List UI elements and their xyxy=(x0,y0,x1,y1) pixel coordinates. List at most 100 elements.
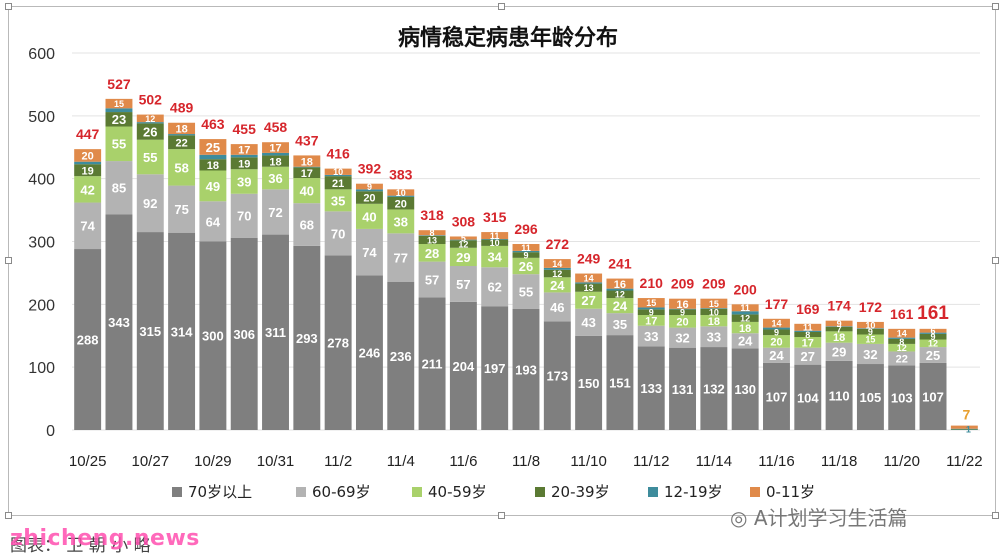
bar-segment xyxy=(543,321,571,430)
bar-stack xyxy=(512,244,540,430)
bar-segment xyxy=(763,329,790,336)
segment-label: 18 xyxy=(269,156,281,168)
bar-segment xyxy=(919,332,947,334)
resize-handle[interactable] xyxy=(5,257,12,264)
resize-handle[interactable] xyxy=(5,3,12,10)
watermark-site: zhicheng.news xyxy=(10,526,200,551)
segment-label: 151 xyxy=(609,376,631,391)
segment-label: 39 xyxy=(237,174,251,189)
segment-label: 132 xyxy=(703,381,725,396)
bar-stack xyxy=(324,168,352,430)
legend-item[interactable]: 60-69岁 xyxy=(296,483,371,501)
segment-label: 14 xyxy=(771,319,781,329)
resize-handle[interactable] xyxy=(992,257,999,264)
legend-item[interactable]: 0-11岁 xyxy=(750,483,815,501)
segment-label: 24 xyxy=(769,348,784,363)
bar-segment xyxy=(324,168,352,175)
bar-stack xyxy=(763,318,790,430)
bar-segment xyxy=(324,189,352,212)
segment-label: 55 xyxy=(112,137,126,152)
segment-label: 24 xyxy=(613,299,628,314)
bar-segment xyxy=(637,309,665,316)
total-label: 7 xyxy=(962,407,970,423)
bar-segment xyxy=(606,288,634,291)
segment-label: 32 xyxy=(863,347,877,362)
bar-segment xyxy=(418,244,446,262)
segment-label: 133 xyxy=(640,381,662,396)
bar-segment xyxy=(355,228,383,276)
bar-stack xyxy=(950,425,978,430)
x-tick-label: 11/20 xyxy=(884,453,920,470)
bar-segment xyxy=(919,328,947,333)
resize-handle[interactable] xyxy=(992,3,999,10)
segment-label: 278 xyxy=(327,336,349,351)
total-label: 200 xyxy=(733,281,757,297)
bar-segment xyxy=(449,266,477,302)
segment-label: 23 xyxy=(112,112,126,127)
total-label: 174 xyxy=(827,298,851,314)
bar-segment xyxy=(856,334,884,344)
x-tick-label: 11/22 xyxy=(946,453,982,470)
segment-label: 315 xyxy=(139,324,161,339)
segment-label: 16 xyxy=(676,299,688,311)
bar-segment xyxy=(324,211,352,256)
resize-handle[interactable] xyxy=(5,512,12,519)
segment-label: 105 xyxy=(860,390,882,405)
bar-stack xyxy=(575,273,603,430)
bar-segment xyxy=(199,139,227,155)
bar-segment xyxy=(168,122,196,135)
bar-segment xyxy=(293,203,321,246)
segment-label: 27 xyxy=(801,349,815,364)
segment-label: 16 xyxy=(614,279,626,291)
legend-item[interactable]: 70岁以上 xyxy=(172,483,252,501)
x-tick-label: 11/14 xyxy=(696,453,732,470)
bar-segment xyxy=(199,154,227,160)
bar-segment xyxy=(919,347,947,363)
segment-label: 49 xyxy=(206,179,220,194)
segment-label: 150 xyxy=(578,376,600,391)
bar-segment xyxy=(481,232,509,239)
bar-segment xyxy=(168,185,196,233)
watermark-wechat: ◎ A计划学习生活篇 xyxy=(730,502,908,531)
bar-stack xyxy=(230,144,258,430)
bar-segment xyxy=(230,144,258,155)
bar-segment xyxy=(763,362,790,430)
legend: 70岁以上 60-69岁 40-59岁 20-39岁 12-19岁 0-11岁 xyxy=(172,483,815,501)
segment-label: 15 xyxy=(114,99,124,109)
segment-label: 103 xyxy=(891,391,913,406)
total-label: 383 xyxy=(389,166,413,182)
chart-title: 病情稳定病患年龄分布 xyxy=(398,25,618,51)
segment-label: 10 xyxy=(490,238,500,248)
bar-segment xyxy=(606,290,634,299)
segment-label: 55 xyxy=(519,284,533,299)
bar-segment xyxy=(700,308,728,309)
bar-segment xyxy=(606,298,634,314)
x-tick-label: 11/10 xyxy=(570,453,606,470)
legend-item[interactable]: 20-39岁 xyxy=(535,483,610,501)
bar-segment xyxy=(293,155,321,167)
bar-segment xyxy=(637,346,665,430)
segment-label: 300 xyxy=(202,329,224,344)
bar-stack xyxy=(637,298,665,430)
y-tick-label: 600 xyxy=(28,46,55,63)
segment-label: 57 xyxy=(425,272,439,287)
resize-handle[interactable] xyxy=(992,512,999,519)
segment-label: 107 xyxy=(922,389,944,404)
bar-segment xyxy=(136,123,164,140)
legend-item[interactable]: 12-19岁 xyxy=(648,483,723,501)
segment-label: 10 xyxy=(865,320,875,330)
resize-handle[interactable] xyxy=(498,512,505,519)
bar-segment xyxy=(825,326,853,327)
segment-label: 12 xyxy=(145,114,155,124)
segment-label: 293 xyxy=(296,331,318,346)
bar-segment xyxy=(168,149,196,186)
bar-segment xyxy=(355,275,383,430)
bar-segment xyxy=(512,250,540,253)
bar-segment xyxy=(669,309,697,316)
legend-item[interactable]: 40-59岁 xyxy=(412,483,487,501)
x-tick-label: 10/29 xyxy=(194,453,232,470)
resize-handle[interactable] xyxy=(498,3,505,10)
bar-segment xyxy=(794,331,822,338)
bar-segment xyxy=(575,282,603,284)
